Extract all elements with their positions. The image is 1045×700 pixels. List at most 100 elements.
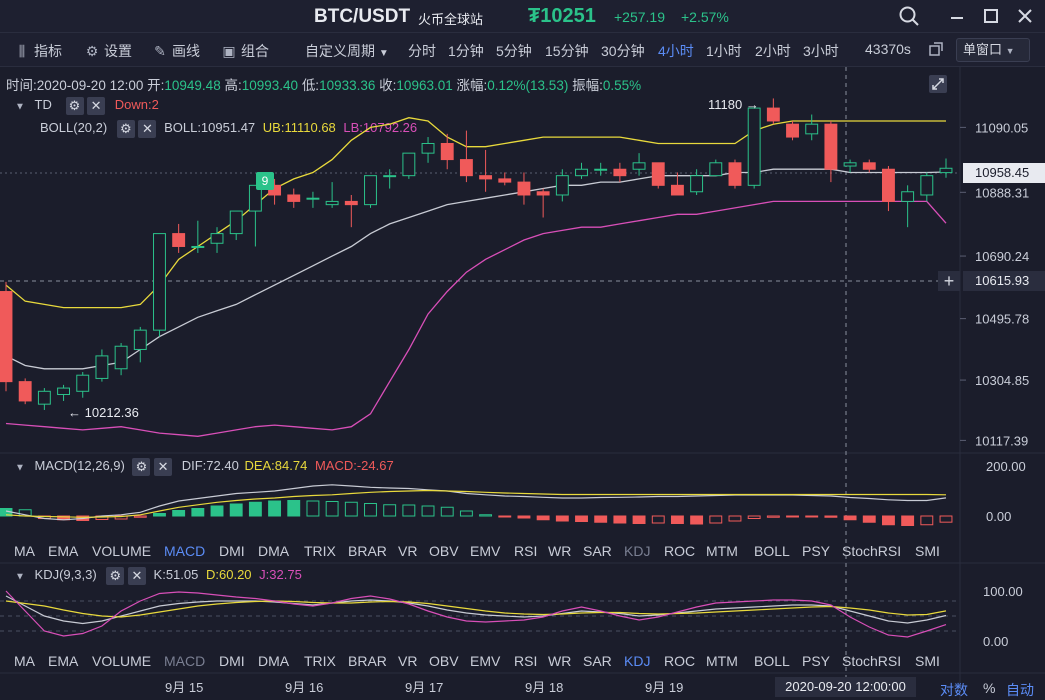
macd-bar (344, 501, 358, 517)
period-tab-8[interactable]: 3小时 (803, 43, 839, 59)
high-value: 10993.40 (241, 78, 299, 93)
gear-icon[interactable]: ⚙ (65, 97, 84, 115)
indicator-tab-macd[interactable]: MACD (164, 653, 206, 669)
period-tab-5[interactable]: 4小时 (658, 43, 694, 59)
screenshot-icon[interactable] (928, 41, 944, 60)
indicator-tab-boll[interactable]: BOLL (754, 543, 790, 559)
indicator-tab-volume[interactable]: VOLUME (92, 543, 152, 559)
draw-button[interactable]: ✎ 画线 (152, 41, 200, 61)
indicator-tab-emv[interactable]: EMV (470, 543, 501, 559)
search-icon[interactable] (897, 5, 921, 27)
indicator-tab-mtm[interactable]: MTM (706, 653, 738, 669)
indicator-tab-boll[interactable]: BOLL (754, 653, 790, 669)
indicator-tab-trix[interactable]: TRIX (304, 543, 336, 559)
period-tab-1[interactable]: 1分钟 (448, 43, 484, 59)
indicator-tab-dma[interactable]: DMA (258, 543, 290, 559)
cursor-price-tag: 10615.93 (963, 271, 1045, 291)
period-tab-6[interactable]: 1小时 (706, 43, 742, 59)
macd-bar (459, 510, 473, 517)
gear-icon[interactable]: ⚙ (132, 458, 151, 476)
indicator-tab-emv[interactable]: EMV (470, 653, 501, 669)
indicator-tab-wr[interactable]: WR (548, 653, 572, 669)
indicator-tab-vr[interactable]: VR (398, 653, 418, 669)
indicator-tab-obv[interactable]: OBV (429, 543, 459, 559)
exchange-name: 火币全球站 (418, 12, 484, 27)
indicator-tab-brar[interactable]: BRAR (348, 543, 387, 559)
window-mode-select[interactable]: 单窗口 ▼ (956, 38, 1030, 62)
macd-bar (709, 515, 723, 524)
indicator-tab-ma[interactable]: MA (14, 543, 35, 559)
period-tab-0[interactable]: 分时 (408, 43, 436, 59)
candle-body (862, 162, 876, 170)
settings-button[interactable]: ⚙ 设置 (84, 41, 132, 61)
indicator-tab-vr[interactable]: VR (398, 543, 418, 559)
macd-bar (421, 505, 435, 517)
period-tab-7[interactable]: 2小时 (755, 43, 791, 59)
maximize-icon[interactable] (979, 5, 1003, 27)
percent-toggle[interactable]: % (983, 680, 996, 696)
x-axis-label: 9月 16 (285, 680, 323, 695)
indicator-tab-mtm[interactable]: MTM (706, 543, 738, 559)
candle-body (440, 142, 454, 161)
indicator-tab-volume[interactable]: VOLUME (92, 653, 152, 669)
close-icon[interactable]: ✕ (127, 567, 146, 585)
close-icon[interactable] (1013, 5, 1037, 27)
indicator-tab-brar[interactable]: BRAR (348, 653, 387, 669)
combine-button[interactable]: ▣ 组合 (221, 41, 269, 61)
macd-bar (670, 515, 684, 524)
candle-body (133, 329, 147, 350)
macd-bar (690, 515, 704, 525)
period-tab-3[interactable]: 15分钟 (545, 43, 589, 59)
indicator-button[interactable]: ⫼ 指标 (14, 41, 62, 61)
collapse-icon[interactable]: ▼ (15, 571, 25, 583)
indicator-tab-ma[interactable]: MA (14, 653, 35, 669)
indicator-tab-sar[interactable]: SAR (583, 543, 612, 559)
period-tab-4[interactable]: 30分钟 (601, 43, 645, 59)
gear-icon[interactable]: ⚙ (116, 120, 135, 138)
indicator-tab-ema[interactable]: EMA (48, 653, 79, 669)
change-label: 涨幅: (456, 78, 488, 93)
indicator-tab-smi[interactable]: SMI (915, 543, 940, 559)
custom-period-dropdown[interactable]: 自定义周期 ▼ (305, 41, 389, 61)
indicator-tab-dmi[interactable]: DMI (219, 653, 245, 669)
macd-bar (517, 515, 531, 519)
indicator-tab-sar[interactable]: SAR (583, 653, 612, 669)
indicator-tab-kdj[interactable]: KDJ (624, 543, 651, 559)
expand-icon[interactable] (929, 75, 947, 93)
close-icon[interactable]: ✕ (154, 458, 173, 476)
collapse-icon[interactable]: ▼ (15, 462, 25, 474)
indicator-tab-smi[interactable]: SMI (915, 653, 940, 669)
minimize-icon[interactable] (945, 5, 969, 27)
indicator-tab-psy[interactable]: PSY (802, 653, 831, 669)
macd-bar (306, 500, 320, 517)
indicator-tab-roc[interactable]: ROC (664, 543, 696, 559)
indicator-tab-dmi[interactable]: DMI (219, 543, 245, 559)
indicator-tab-rsi[interactable]: RSI (514, 653, 538, 669)
indicator-tab-stochrsi[interactable]: StochRSI (842, 543, 902, 559)
macd-dif-line (5, 484, 947, 521)
auto-toggle[interactable]: 自动 (1006, 682, 1034, 698)
indicator-tab-ema[interactable]: EMA (48, 543, 79, 559)
candle-body (114, 345, 128, 370)
gear-icon[interactable]: ⚙ (106, 567, 125, 585)
chart-canvas[interactable]: 11090.05 10888.31 10690.24 10495.78 10304.85… (0, 67, 1045, 700)
indicator-tab-roc[interactable]: ROC (664, 653, 696, 669)
indicator-tab-kdj[interactable]: KDJ (624, 653, 651, 669)
add-alert-icon[interactable]: + (938, 271, 960, 291)
indicator-tab-macd[interactable]: MACD (164, 543, 206, 559)
close-icon[interactable]: ✕ (87, 97, 106, 115)
close-icon[interactable]: ✕ (138, 120, 157, 138)
indicator-tab-stochrsi[interactable]: StochRSI (842, 653, 902, 669)
indicator-tab-wr[interactable]: WR (548, 543, 572, 559)
indicator-tab-dma[interactable]: DMA (258, 653, 290, 669)
indicator-tab-obv[interactable]: OBV (429, 653, 459, 669)
period-tab-2[interactable]: 5分钟 (496, 43, 532, 59)
kdj-name: KDJ(9,3,3) (34, 567, 97, 583)
candle-body (0, 291, 13, 383)
collapse-icon[interactable]: ▼ (15, 101, 25, 113)
indicator-tab-psy[interactable]: PSY (802, 543, 831, 559)
macd-bar (268, 500, 282, 517)
indicator-tab-rsi[interactable]: RSI (514, 543, 538, 559)
indicator-tab-trix[interactable]: TRIX (304, 653, 336, 669)
log-toggle[interactable]: 对数 (940, 682, 968, 698)
